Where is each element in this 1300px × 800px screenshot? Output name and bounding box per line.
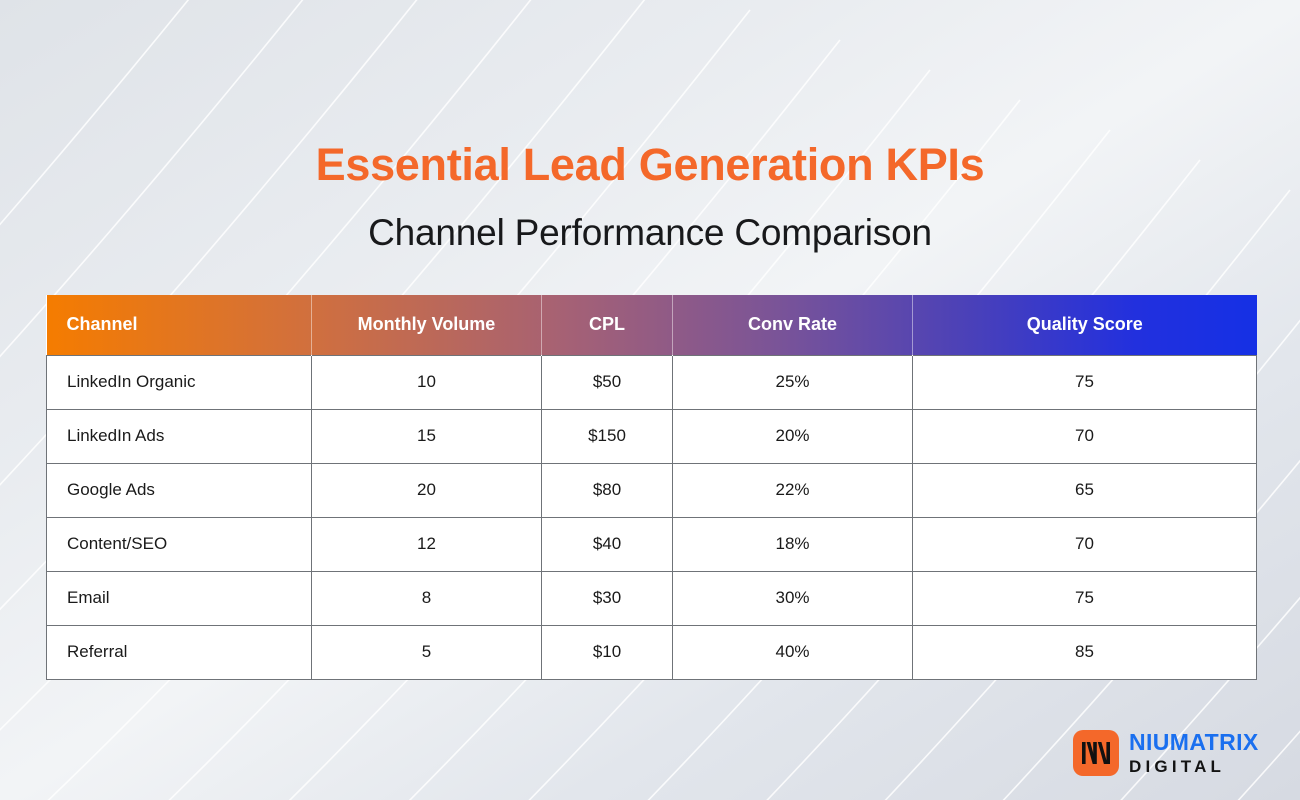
cell-quality-score: 75: [912, 354, 1257, 410]
cell-monthly-volume: 8: [311, 570, 542, 626]
cell-conv-rate: 40%: [672, 624, 913, 680]
page-title: Essential Lead Generation KPIs: [315, 139, 985, 190]
table-header: Channel Monthly Volume CPL Conv Rate Qua…: [46, 295, 1257, 355]
title-block: Essential Lead Generation KPIs Channel P…: [0, 139, 1300, 254]
cell-cpl: $10: [541, 624, 673, 680]
table-body: LinkedIn Organic 10 $50 25% 75 LinkedIn …: [46, 354, 1257, 680]
cell-quality-score: 70: [912, 516, 1257, 572]
cell-quality-score: 65: [912, 462, 1257, 518]
table-row: Google Ads 20 $80 22% 65: [46, 462, 1257, 518]
cell-conv-rate: 22%: [672, 462, 913, 518]
cell-cpl: $150: [541, 408, 673, 464]
cell-cpl: $40: [541, 516, 673, 572]
cell-quality-score: 85: [912, 624, 1257, 680]
niumatrix-monogram-icon: [1073, 730, 1119, 776]
table-row: Content/SEO 12 $40 18% 70: [46, 516, 1257, 572]
cell-monthly-volume: 12: [311, 516, 542, 572]
cell-channel: Email: [46, 570, 312, 626]
column-header-quality-score[interactable]: Quality Score: [1026, 314, 1143, 335]
table-row: LinkedIn Ads 15 $150 20% 70: [46, 408, 1257, 464]
cell-conv-rate: 20%: [672, 408, 913, 464]
cell-channel: LinkedIn Ads: [46, 408, 312, 464]
column-header-conv-rate[interactable]: Conv Rate: [672, 295, 913, 355]
kpi-comparison-table: Channel Monthly Volume CPL Conv Rate Qua…: [46, 295, 1257, 680]
brand-logo: NIUMATRIX DIGITAL: [1073, 730, 1259, 776]
cell-monthly-volume: 15: [311, 408, 542, 464]
column-header-channel[interactable]: Channel: [46, 295, 312, 355]
cell-cpl: $80: [541, 462, 673, 518]
kpi-table-container: Channel Monthly Volume CPL Conv Rate Qua…: [46, 295, 1257, 680]
cell-conv-rate: 25%: [672, 354, 913, 410]
table-row: Referral 5 $10 40% 85: [46, 624, 1257, 680]
cell-channel: Referral: [46, 624, 312, 680]
cell-monthly-volume: 20: [311, 462, 542, 518]
table-row: Email 8 $30 30% 75: [46, 570, 1257, 626]
cell-cpl: $30: [541, 570, 673, 626]
cell-quality-score: 75: [912, 570, 1257, 626]
cell-monthly-volume: 5: [311, 624, 542, 680]
cell-quality-score: 70: [912, 408, 1257, 464]
cell-channel: Google Ads: [46, 462, 312, 518]
cell-monthly-volume: 10: [311, 354, 542, 410]
column-header-cpl[interactable]: CPL: [541, 295, 673, 355]
cell-conv-rate: 30%: [672, 570, 913, 626]
page-subtitle: Channel Performance Comparison: [368, 212, 932, 254]
logo-company-name: NIUMATRIX: [1129, 729, 1259, 755]
logo-text-block: NIUMATRIX DIGITAL: [1129, 729, 1259, 776]
cell-channel: Content/SEO: [46, 516, 312, 572]
table-header-row: Channel Monthly Volume CPL Conv Rate Qua…: [46, 295, 1257, 355]
cell-channel: LinkedIn Organic: [46, 354, 312, 410]
logo-tagline: DIGITAL: [1129, 757, 1226, 776]
table-row: LinkedIn Organic 10 $50 25% 75: [46, 354, 1257, 410]
column-header-monthly-volume[interactable]: Monthly Volume: [311, 295, 542, 355]
cell-conv-rate: 18%: [672, 516, 913, 572]
cell-cpl: $50: [541, 354, 673, 410]
